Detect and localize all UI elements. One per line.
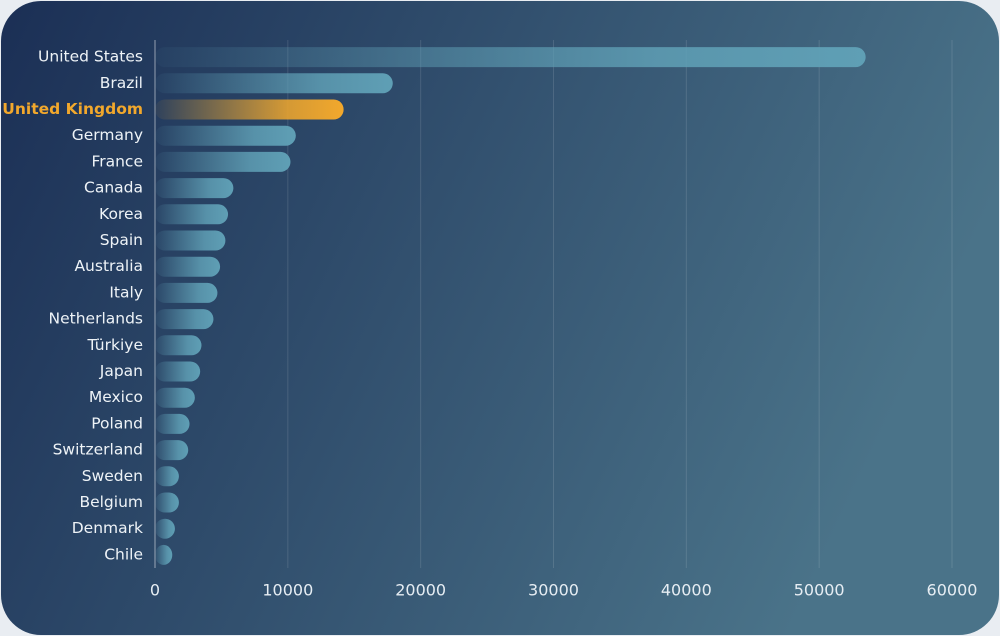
bar xyxy=(155,335,202,356)
y-tick-label: Spain xyxy=(100,231,143,249)
bar xyxy=(155,309,214,330)
y-tick-label: Netherlands xyxy=(49,310,143,328)
y-tick-label: Korea xyxy=(99,205,143,223)
bar xyxy=(155,151,291,172)
x-tick-label: 60000 xyxy=(927,581,978,600)
y-tick-label: France xyxy=(91,152,143,170)
bar xyxy=(155,282,218,303)
y-tick-label: Sweden xyxy=(82,467,143,485)
bar xyxy=(155,230,226,251)
bar xyxy=(155,361,201,382)
bar xyxy=(155,47,866,68)
bar xyxy=(155,256,221,277)
bar xyxy=(155,73,393,94)
y-tick-label: Canada xyxy=(84,179,143,197)
bar xyxy=(155,492,179,513)
bar xyxy=(155,178,234,199)
y-tick-label: Germany xyxy=(72,126,143,144)
x-tick-label: 50000 xyxy=(794,581,845,600)
bar xyxy=(155,466,179,487)
bar xyxy=(155,440,189,461)
y-tick-label: Türkiye xyxy=(86,336,143,354)
x-tick-label: 30000 xyxy=(528,581,579,600)
bar xyxy=(155,99,344,120)
bar xyxy=(155,387,195,408)
y-tick-label: United States xyxy=(38,48,143,66)
y-tick-label: Australia xyxy=(74,257,143,275)
bar xyxy=(155,125,296,146)
bar xyxy=(155,204,229,225)
y-tick-label: Japan xyxy=(99,362,143,380)
y-tick-label: Switzerland xyxy=(53,441,143,459)
y-tick-label: Denmark xyxy=(72,519,143,537)
y-tick-label: Mexico xyxy=(89,388,143,406)
y-tick-label: Italy xyxy=(109,283,143,301)
bar xyxy=(155,518,175,539)
y-tick-label: Chile xyxy=(104,545,143,563)
bar xyxy=(155,544,173,565)
x-tick-label: 40000 xyxy=(661,581,712,600)
x-tick-label: 20000 xyxy=(395,581,446,600)
y-tick-label: Poland xyxy=(91,414,143,432)
x-tick-label: 10000 xyxy=(262,581,313,600)
y-tick-label: United Kingdom xyxy=(2,100,143,118)
x-tick-label: 0 xyxy=(150,581,160,600)
y-tick-label: Belgium xyxy=(79,493,143,511)
y-tick-label: Brazil xyxy=(100,74,143,92)
bar xyxy=(155,413,190,434)
